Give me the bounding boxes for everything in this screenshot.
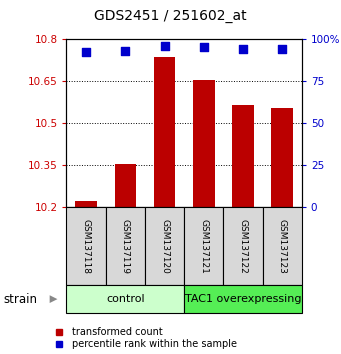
Text: GSM137123: GSM137123: [278, 218, 287, 274]
Point: [123, 48, 128, 53]
Text: GSM137122: GSM137122: [238, 219, 248, 273]
Text: control: control: [106, 294, 145, 304]
Text: GSM137121: GSM137121: [199, 218, 208, 274]
Bar: [75, 201, 97, 207]
Bar: [184, 285, 302, 313]
Bar: [145, 207, 184, 285]
Point: [83, 50, 89, 55]
Point: [240, 46, 246, 52]
Point: [162, 43, 167, 48]
Text: GSM137119: GSM137119: [121, 218, 130, 274]
Text: TAC1 overexpressing: TAC1 overexpressing: [185, 294, 301, 304]
Text: strain: strain: [3, 293, 38, 306]
Bar: [193, 80, 214, 207]
Bar: [263, 207, 302, 285]
Bar: [106, 207, 145, 285]
Bar: [66, 207, 106, 285]
Bar: [154, 57, 175, 207]
Bar: [223, 207, 263, 285]
Text: GDS2451 / 251602_at: GDS2451 / 251602_at: [94, 9, 247, 23]
Legend: transformed count, percentile rank within the sample: transformed count, percentile rank withi…: [49, 327, 237, 349]
Bar: [232, 105, 254, 207]
Bar: [115, 164, 136, 207]
Point: [280, 46, 285, 52]
Text: GSM137120: GSM137120: [160, 218, 169, 274]
Bar: [271, 108, 293, 207]
Text: GSM137118: GSM137118: [81, 218, 91, 274]
Bar: [184, 207, 223, 285]
Bar: [66, 285, 184, 313]
Point: [201, 45, 207, 50]
